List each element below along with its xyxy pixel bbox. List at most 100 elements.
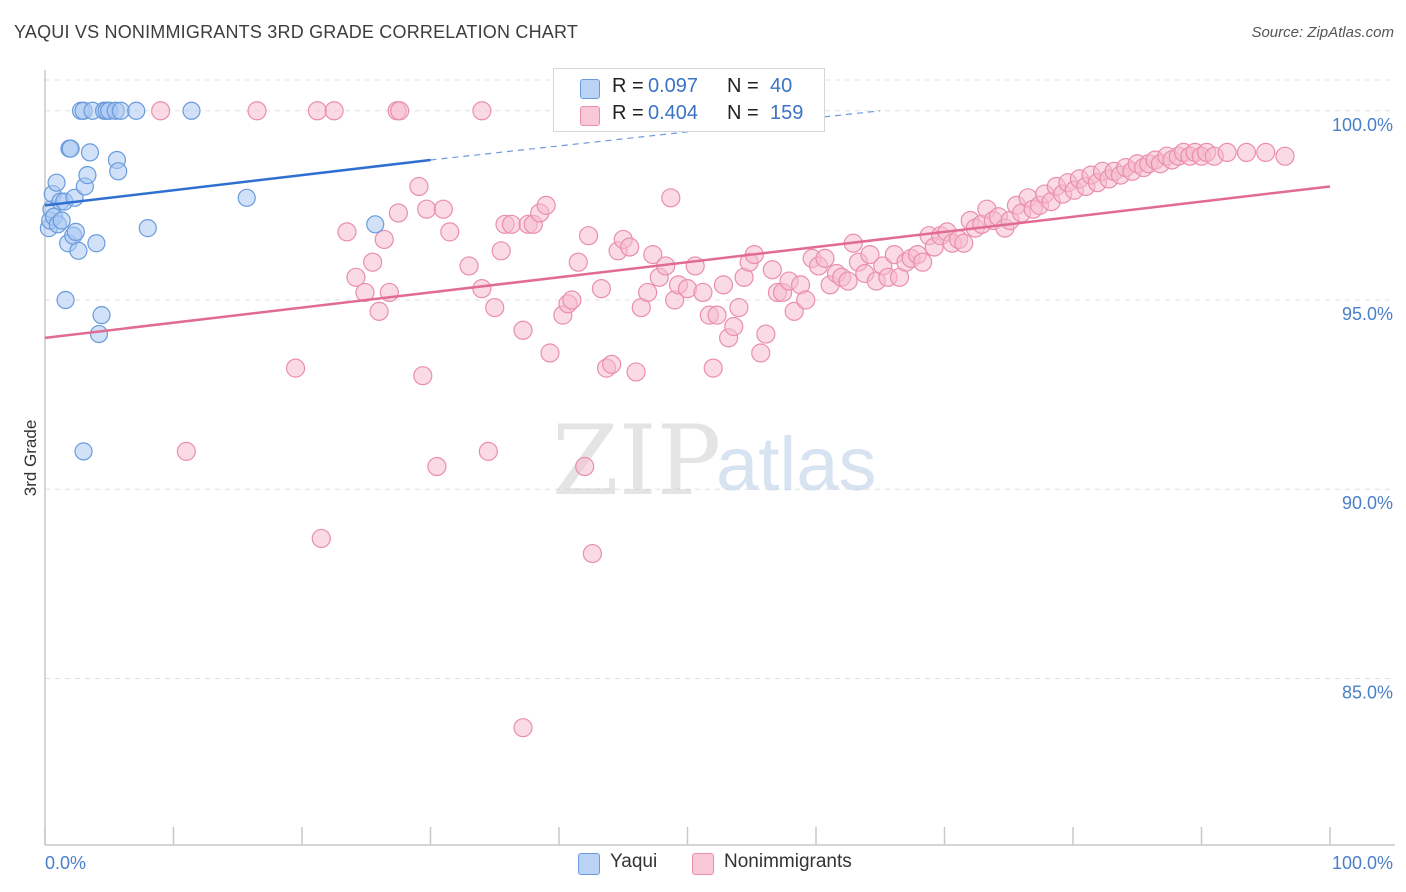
data-point bbox=[87, 234, 106, 253]
data-point bbox=[626, 362, 646, 382]
legend-row-nonimmigrants: R = 0.404 N = 159 bbox=[554, 100, 824, 128]
legend-n-value: 40 bbox=[770, 75, 793, 97]
data-point bbox=[578, 226, 599, 246]
chart-title: YAQUI VS NONIMMIGRANTS 3RD GRADE CORRELA… bbox=[14, 22, 579, 42]
data-point bbox=[459, 256, 479, 276]
data-point bbox=[643, 244, 663, 265]
data-point bbox=[575, 456, 595, 477]
x-tick-label-min: 0.0% bbox=[45, 853, 86, 873]
data-point bbox=[472, 101, 492, 121]
y-tick-label: 90.0% bbox=[1342, 493, 1393, 513]
data-point bbox=[363, 252, 383, 272]
data-point bbox=[478, 441, 498, 461]
data-point bbox=[346, 267, 366, 287]
data-point bbox=[109, 162, 128, 181]
y-tick-labels: 85.0% 90.0% 95.0% 100.0% bbox=[1332, 115, 1393, 703]
series-legend: Yaqui Nonimmigrants bbox=[0, 851, 1406, 879]
data-point bbox=[536, 195, 556, 215]
data-point bbox=[693, 282, 713, 303]
data-point bbox=[337, 222, 357, 242]
legend-r-value: 0.097 bbox=[648, 75, 699, 97]
data-point bbox=[756, 324, 776, 344]
data-point bbox=[751, 343, 771, 363]
data-point bbox=[307, 101, 328, 121]
trend-lines bbox=[44, 110, 1331, 340]
legend-n-label: N = bbox=[727, 75, 759, 97]
yaqui-points bbox=[39, 101, 385, 461]
legend-n-label: N = bbox=[727, 102, 759, 124]
legend-label-nonimmigrants: Nonimmigrants bbox=[724, 851, 852, 872]
data-point bbox=[413, 366, 433, 386]
data-point bbox=[602, 354, 622, 374]
data-point bbox=[513, 718, 533, 738]
data-point bbox=[285, 358, 306, 378]
stats-legend: R = 0.097 N = 40 R = 0.404 N = 159 bbox=[553, 68, 825, 132]
data-point bbox=[582, 543, 603, 564]
legend-swatch-nonimmigrants bbox=[692, 853, 714, 875]
data-point bbox=[729, 297, 749, 318]
watermark-atlas: atlas bbox=[716, 422, 877, 507]
data-point bbox=[74, 442, 93, 461]
data-point bbox=[61, 139, 80, 158]
data-point bbox=[324, 101, 344, 121]
data-point bbox=[237, 188, 256, 207]
data-point bbox=[388, 203, 408, 223]
data-point bbox=[762, 260, 782, 280]
data-point bbox=[568, 252, 588, 272]
data-point bbox=[796, 290, 816, 310]
data-point bbox=[92, 306, 111, 325]
data-point bbox=[111, 101, 130, 120]
data-point bbox=[127, 101, 146, 120]
data-point bbox=[591, 279, 612, 299]
data-point bbox=[366, 215, 385, 234]
data-point bbox=[620, 237, 640, 257]
x-tick-label-max: 100.0% bbox=[1332, 853, 1393, 873]
data-point bbox=[703, 358, 723, 378]
data-point bbox=[66, 222, 85, 241]
legend-row-yaqui: R = 0.097 N = 40 bbox=[554, 73, 824, 101]
data-point bbox=[69, 241, 88, 260]
data-point bbox=[838, 271, 858, 291]
data-point bbox=[815, 248, 835, 268]
source-label: Source: ZipAtlas.com bbox=[1251, 24, 1394, 41]
x-ticks bbox=[44, 827, 1331, 845]
data-point bbox=[369, 301, 389, 321]
data-point bbox=[151, 101, 171, 121]
data-point bbox=[52, 211, 71, 230]
data-point bbox=[1275, 146, 1295, 166]
data-point bbox=[707, 305, 727, 325]
data-point bbox=[724, 316, 744, 337]
legend-r-label: R = bbox=[612, 102, 644, 124]
data-point bbox=[513, 320, 533, 340]
legend-swatch-nonimmigrants bbox=[580, 106, 600, 126]
y-tick-label: 95.0% bbox=[1342, 304, 1393, 324]
nonimmigrants-points bbox=[151, 101, 1295, 738]
data-point bbox=[390, 101, 410, 121]
data-point bbox=[47, 173, 66, 192]
data-point bbox=[247, 101, 267, 121]
data-point bbox=[433, 199, 453, 219]
data-point bbox=[355, 282, 375, 303]
data-point bbox=[485, 297, 505, 318]
data-point bbox=[182, 101, 201, 120]
data-point bbox=[78, 166, 97, 185]
data-point bbox=[913, 252, 933, 272]
watermark: ZIP atlas bbox=[552, 405, 877, 517]
data-point bbox=[491, 241, 511, 261]
trend-line-yaqui bbox=[44, 158, 431, 207]
y-tick-label: 85.0% bbox=[1342, 682, 1393, 702]
data-point bbox=[501, 214, 522, 234]
data-point bbox=[417, 199, 437, 219]
legend-swatch-yaqui bbox=[580, 79, 600, 99]
data-point bbox=[540, 343, 560, 363]
data-point bbox=[954, 233, 974, 253]
legend-n-value: 159 bbox=[770, 102, 804, 124]
y-tick-label: 100.0% bbox=[1332, 115, 1393, 135]
data-point bbox=[1217, 142, 1237, 163]
data-point bbox=[1236, 142, 1257, 163]
data-point bbox=[409, 176, 429, 197]
gridlines bbox=[45, 79, 1395, 679]
data-point bbox=[374, 229, 394, 250]
data-point bbox=[638, 282, 658, 303]
